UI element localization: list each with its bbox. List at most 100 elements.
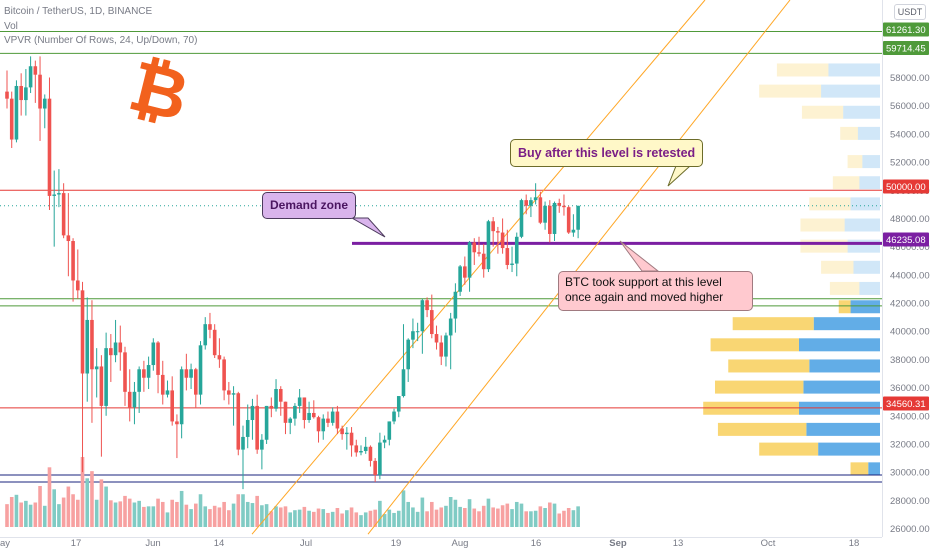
candle [340,428,344,435]
x-tick-label: 18 [849,538,860,549]
x-tick-label: Sep [609,538,627,549]
volume-bar [467,499,472,527]
buy-annotation[interactable]: Buy after this level is retested [510,139,704,167]
x-tick-label: 13 [673,538,684,549]
volume-bar [52,489,56,527]
candle [42,98,47,109]
volume-profile-down-bar [838,300,851,314]
volume-bar [415,511,420,527]
x-tick-label: 17 [71,538,82,549]
candle [90,319,94,370]
volume-bar [42,505,47,527]
candle [524,200,528,206]
volume-bar [373,509,377,527]
candle [326,418,330,423]
volume-bar [203,506,208,527]
volume-profile-down-bar [759,84,822,98]
y-tick-label: 30000.00 [890,468,930,479]
candle [61,193,66,236]
volume-bar [19,502,23,527]
volume-profile-up-bar [813,317,880,331]
volume-bar [160,501,165,527]
volume-bar [382,514,387,527]
volume-bar [71,494,75,527]
volume-bar [302,506,307,527]
candle [146,365,151,378]
candle [316,417,321,432]
price-label: 46235.08 [886,235,926,246]
support-annotation[interactable]: BTC took support at this level once agai… [558,271,753,311]
candle [57,193,61,195]
candle [529,200,533,206]
currency-scale-button[interactable]: USDT [894,4,926,20]
volume-bar [335,508,340,527]
candle [297,397,302,406]
volume-profile-down-bar [717,422,807,436]
volume-bar [434,509,439,527]
demand-zone-annotation[interactable]: Demand zone [262,192,357,219]
x-tick-label: 14 [214,538,225,549]
volume-bar [458,506,462,527]
y-tick-label: 40000.00 [890,327,930,338]
price-label-box [883,179,929,194]
candle [467,242,472,278]
volume-profile-down-bar [732,317,814,331]
volume-bar [236,494,241,527]
volume-bar [227,510,231,527]
volume-bar [448,497,453,527]
volume-profile-down-bar [809,197,851,211]
volume-bar [359,515,363,527]
vpvr-indicator-label[interactable]: VPVR (Number Of Rows, 24, Up/Down, 70) [4,35,198,46]
candle [175,421,179,425]
volume-profile-up-bar [847,239,880,253]
candle [269,405,274,409]
candle [349,432,354,446]
volume-bar [519,503,524,527]
volume-profile-up-bar [828,63,880,77]
volume-bar [552,503,557,527]
candle [76,280,80,291]
volume-bar [198,494,203,527]
y-tick-label: 54000.00 [890,129,930,140]
symbol-title: Bitcoin / TetherUS, 1D, BINANCE [4,6,153,17]
volume-bar [420,497,425,527]
candle [430,310,434,335]
volume-bar [363,512,368,527]
candle [85,319,90,374]
candle [415,331,420,333]
candle [354,445,359,453]
volume-label: Vol [4,21,18,32]
volume-bar [330,511,335,527]
candle [406,339,410,370]
candle [194,369,198,395]
candle [345,432,349,435]
candle [396,396,401,412]
volume-profile-down-bar [776,63,829,77]
price-label-box [883,396,929,411]
candle [278,389,283,402]
candle [241,436,245,450]
candle [156,342,160,375]
volume-bar [33,502,38,527]
volume-profile-up-bar [850,300,880,314]
volume-bar [175,501,179,527]
candle [378,442,382,475]
volume-bar [321,509,326,527]
volume-bar [142,506,146,527]
y-tick-label: 52000.00 [890,158,930,169]
volume-bar [146,506,151,527]
volume-bar [453,499,458,527]
candle [255,405,259,450]
candle [104,348,108,406]
candle [5,91,9,99]
volume-profile-up-bar [868,462,880,476]
candle [538,197,543,223]
y-tick-label: 56000.00 [890,101,930,112]
candle [274,389,278,409]
volume-bar [477,511,481,527]
volume-bar [293,510,297,527]
volume-bar [118,501,123,527]
volume-bar [179,490,184,527]
volume-bar [274,506,278,527]
